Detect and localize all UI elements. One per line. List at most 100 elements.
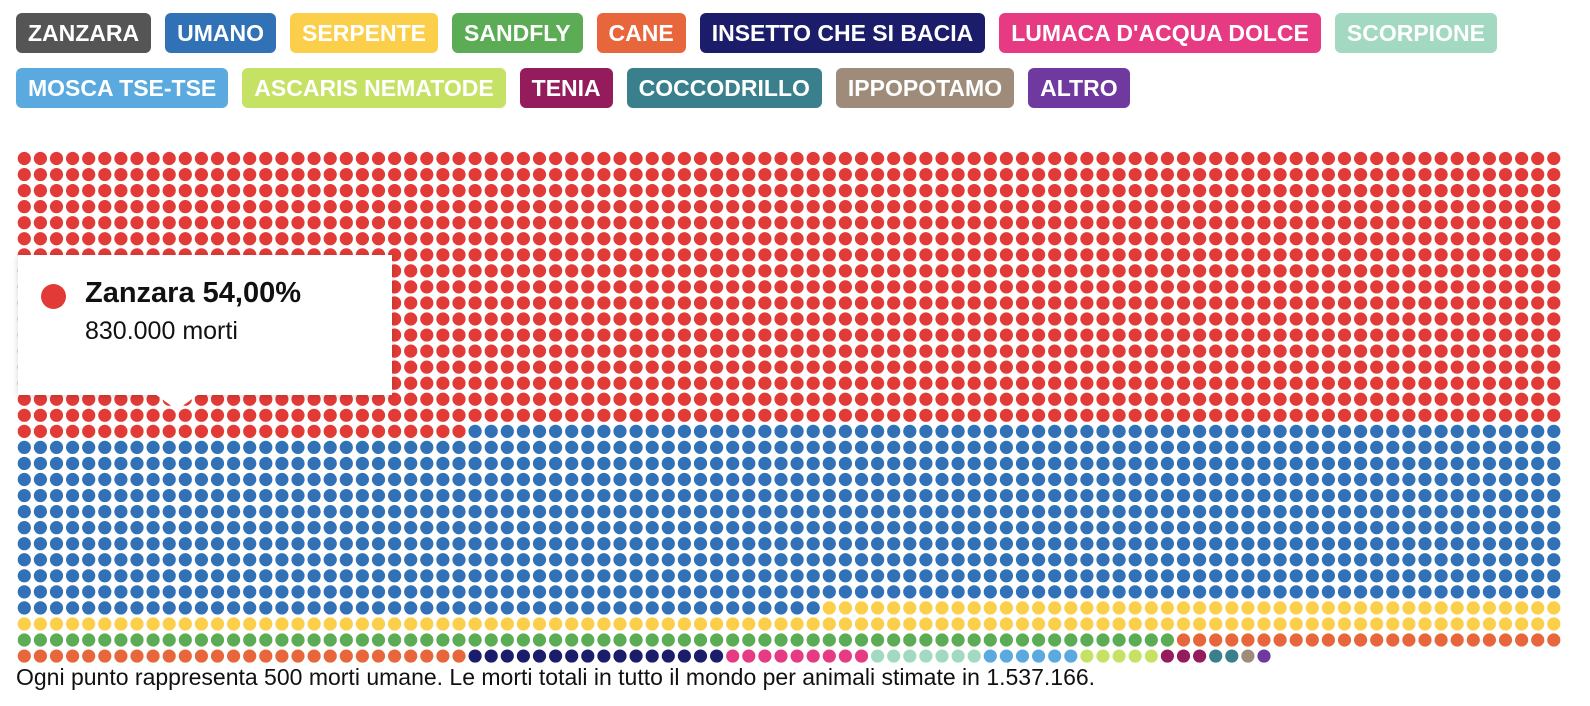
dot-zanzara bbox=[17, 408, 31, 422]
dot-umano bbox=[999, 440, 1014, 454]
dot-zanzara bbox=[645, 344, 659, 358]
dot-umano bbox=[1273, 424, 1287, 438]
legend-item-umano[interactable]: UMANO bbox=[165, 13, 277, 53]
dot-cane bbox=[114, 649, 128, 663]
dot-umano bbox=[919, 521, 933, 535]
dot-zanzara bbox=[999, 216, 1014, 230]
dot-umano bbox=[613, 456, 627, 471]
legend-item-zanzara[interactable]: ZANZARA bbox=[16, 13, 152, 53]
dot-zanzara bbox=[1144, 151, 1158, 166]
dot-zanzara bbox=[629, 344, 643, 358]
dot-serpente bbox=[758, 617, 772, 631]
dot-umano bbox=[597, 472, 611, 487]
dot-umano bbox=[1209, 472, 1223, 487]
dot-zanzara bbox=[516, 264, 531, 278]
dot-umano bbox=[1257, 505, 1271, 519]
legend-item-ippopotamo[interactable]: IPPOPOTAMO bbox=[835, 68, 1015, 108]
dot-zanzara bbox=[903, 151, 917, 166]
dot-cane bbox=[388, 649, 402, 663]
dot-umano bbox=[291, 488, 305, 503]
dot-umano bbox=[887, 537, 901, 551]
legend-item-serpente[interactable]: SERPENTE bbox=[290, 13, 439, 53]
dot-insetto-che-si-bacia bbox=[516, 649, 531, 663]
dot-umano bbox=[1209, 537, 1223, 551]
dot-umano bbox=[339, 537, 353, 551]
dot-zanzara bbox=[677, 200, 692, 214]
dot-serpente bbox=[1450, 601, 1464, 615]
dot-umano bbox=[1209, 553, 1223, 567]
dot-umano bbox=[388, 537, 402, 551]
dot-umano bbox=[1466, 424, 1480, 438]
dot-zanzara bbox=[1032, 392, 1046, 406]
dot-zanzara bbox=[726, 312, 740, 326]
dot-umano bbox=[291, 456, 305, 471]
dot-zanzara bbox=[33, 216, 48, 230]
dot-umano bbox=[1128, 585, 1142, 599]
dot-sandfly bbox=[484, 633, 498, 647]
dot-zanzara bbox=[935, 296, 949, 310]
dot-umano bbox=[1466, 456, 1480, 471]
dot-umano bbox=[790, 488, 804, 503]
legend-item-tenia[interactable]: TENIA bbox=[519, 68, 613, 108]
dot-zanzara bbox=[1144, 360, 1158, 374]
legend-item-mosca-tse-tse[interactable]: MOSCA TSE-TSE bbox=[16, 68, 229, 108]
dot-serpente bbox=[323, 617, 337, 631]
legend-item-altro[interactable]: ALTRO bbox=[1028, 68, 1130, 108]
dot-zanzara bbox=[1176, 328, 1191, 342]
dot-zanzara bbox=[275, 408, 289, 422]
dot-umano bbox=[355, 488, 369, 503]
dot-umano bbox=[935, 424, 949, 438]
dot-zanzara bbox=[1209, 280, 1223, 294]
dot-lumaca-d-acqua-dolce bbox=[822, 649, 836, 663]
legend-item-insetto-che-si-bacia[interactable]: INSETTO CHE SI BACIA bbox=[699, 13, 986, 53]
dot-umano bbox=[1321, 424, 1335, 438]
dot-umano bbox=[549, 424, 563, 438]
dot-zanzara bbox=[33, 200, 48, 214]
dot-umano bbox=[1048, 472, 1062, 487]
dot-serpente bbox=[1160, 617, 1174, 631]
dot-zanzara bbox=[500, 184, 514, 198]
dot-zanzara bbox=[790, 392, 804, 406]
dot-umano bbox=[871, 505, 885, 519]
dot-serpente bbox=[774, 617, 788, 631]
dot-serpente bbox=[1531, 617, 1545, 631]
dot-zanzara bbox=[629, 167, 643, 182]
legend-item-ascaris-nematode[interactable]: ASCARIS NEMATODE bbox=[242, 68, 506, 108]
dot-umano bbox=[1482, 488, 1496, 503]
dot-zanzara bbox=[1354, 360, 1368, 374]
dot-zanzara bbox=[1434, 151, 1448, 166]
dot-umano bbox=[452, 585, 466, 599]
dot-umano bbox=[307, 440, 321, 454]
dot-zanzara bbox=[243, 184, 257, 198]
dot-zanzara bbox=[710, 200, 724, 214]
dot-cane bbox=[194, 649, 208, 663]
dot-zanzara bbox=[935, 312, 949, 326]
dot-zanzara bbox=[227, 184, 241, 198]
dot-zanzara bbox=[1048, 344, 1062, 358]
dot-umano bbox=[661, 424, 675, 438]
dot-zanzara bbox=[1048, 328, 1062, 342]
dot-zanzara bbox=[838, 408, 853, 422]
dot-zanzara bbox=[516, 408, 531, 422]
legend-item-scorpione[interactable]: SCORPIONE bbox=[1334, 13, 1497, 53]
dot-zanzara bbox=[1080, 392, 1094, 406]
dot-zanzara bbox=[516, 360, 531, 374]
dot-zanzara bbox=[452, 200, 466, 214]
legend-item-coccodrillo[interactable]: COCCODRILLO bbox=[626, 68, 822, 108]
dot-sandfly bbox=[33, 633, 48, 647]
dot-cane bbox=[1241, 633, 1255, 647]
dot-umano bbox=[49, 585, 64, 599]
dot-umano bbox=[1370, 585, 1384, 599]
dot-umano bbox=[1193, 585, 1207, 599]
dot-umano bbox=[1321, 472, 1335, 487]
legend-item-lumaca-d-acqua-dolce[interactable]: LUMACA D'ACQUA DOLCE bbox=[999, 13, 1321, 53]
dot-umano bbox=[790, 456, 804, 471]
dot-zanzara bbox=[1305, 344, 1319, 358]
dot-zanzara bbox=[565, 280, 579, 294]
legend-item-sandfly[interactable]: SANDFLY bbox=[452, 13, 583, 53]
dot-zanzara bbox=[33, 232, 48, 246]
legend-item-cane[interactable]: CANE bbox=[596, 13, 686, 53]
dot-umano bbox=[1337, 424, 1352, 438]
dot-umano bbox=[1048, 537, 1062, 551]
dot-umano bbox=[726, 569, 740, 583]
